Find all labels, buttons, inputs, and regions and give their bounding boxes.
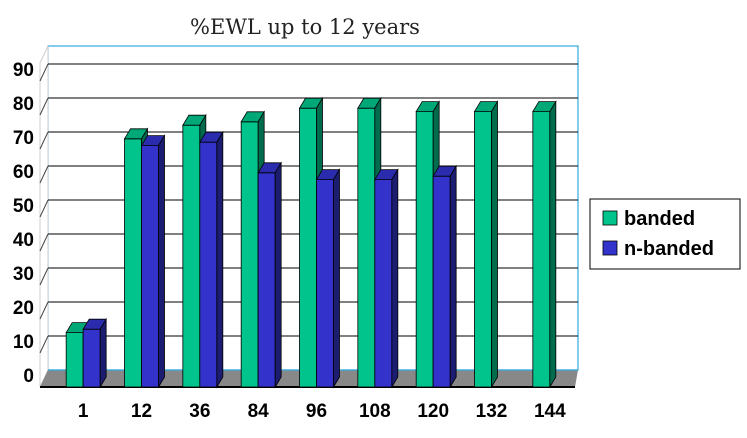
legend-label-n-banded: n-banded [624, 238, 714, 260]
bar-n-banded-12 [140, 134, 166, 389]
legend-swatch-n-banded [602, 240, 618, 256]
x-tick-label: 108 [359, 401, 391, 422]
bar-n-banded-1 [82, 317, 107, 389]
bar-front [316, 179, 334, 388]
bar-front [415, 111, 434, 388]
x-tick-label: 1 [78, 401, 89, 422]
x-tick-label: 120 [417, 401, 449, 422]
bar-front [65, 332, 84, 388]
legend-swatch-banded [602, 210, 618, 226]
bar-banded-144 [532, 100, 557, 389]
bar-side [216, 130, 224, 389]
bar-front [141, 145, 159, 388]
y-tick-label: 40 [13, 230, 34, 251]
gridline-side [39, 131, 49, 150]
bar-front [299, 107, 317, 388]
bar-front [199, 141, 218, 388]
bar-side [491, 100, 498, 389]
bar-front [357, 107, 376, 388]
gridline-side [39, 233, 49, 252]
bar-side [333, 168, 340, 389]
bar-side [274, 161, 282, 389]
y-axis-ticks: 0 10 20 30 40 50 60 70 80 90 [13, 60, 34, 387]
y-tick-label: 50 [13, 196, 34, 217]
bar-n-banded-84 [257, 161, 282, 389]
gridline-side [39, 63, 49, 82]
bar-banded-132 [473, 100, 499, 389]
bar-front [432, 175, 451, 388]
bars [65, 96, 557, 389]
bar-front [124, 138, 142, 388]
gridline-side [39, 165, 49, 184]
bar-front [240, 121, 259, 388]
bar-side [158, 134, 165, 389]
x-tick-label: 96 [306, 401, 327, 422]
y-tick-label: 80 [13, 94, 34, 115]
bar-n-banded-120 [432, 164, 457, 389]
bar-side [549, 100, 557, 389]
x-tick-label: 84 [248, 401, 270, 422]
x-tick-label: 12 [131, 401, 152, 422]
legend-label-banded: banded [624, 208, 695, 230]
y-tick-label: 70 [13, 128, 34, 149]
y-tick-label: 90 [13, 60, 34, 81]
y-tick-label: 0 [23, 366, 34, 387]
bar-side [391, 168, 399, 389]
gridline-side [39, 97, 49, 116]
bar-n-banded-36 [199, 130, 224, 389]
bar-front [257, 172, 276, 388]
bar-n-banded-108 [374, 168, 399, 389]
bar-front [374, 179, 393, 388]
bar-front [182, 124, 201, 388]
bar-front [474, 111, 492, 388]
y-tick-label: 10 [13, 332, 34, 353]
x-tick-label: 36 [189, 401, 210, 422]
y-tick-label: 30 [13, 264, 34, 285]
x-tick-label: 132 [476, 401, 508, 422]
chart-title: %EWL up to 12 years [190, 15, 420, 39]
y-tick-label: 20 [13, 298, 34, 319]
gridline-side [39, 301, 49, 320]
bar-front [532, 111, 551, 388]
bar-side [449, 164, 457, 389]
bar-n-banded-96 [315, 168, 341, 389]
bar-side [99, 317, 107, 389]
x-axis-ticks: 1 12 36 84 96 108 120 132 144 [78, 401, 566, 422]
legend: banded n-banded [589, 198, 741, 270]
y-tick-label: 60 [13, 162, 34, 183]
gridline-side [39, 267, 49, 286]
gridline-side [39, 335, 49, 354]
gridline-side [39, 199, 49, 218]
side-wall [39, 45, 49, 388]
bar-front [82, 328, 101, 388]
x-tick-label: 144 [534, 401, 566, 422]
